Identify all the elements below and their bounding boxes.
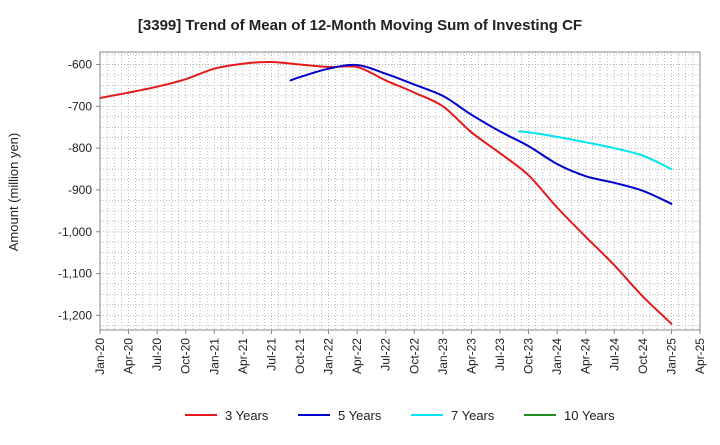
x-tick-label: Apr-24	[579, 338, 593, 374]
y-tick-label: -1,200	[58, 308, 92, 322]
x-tick-label: Oct-22	[407, 338, 421, 374]
x-tick-label: Jul-22	[379, 338, 393, 371]
x-tick-label: Jan-25	[664, 338, 678, 375]
x-tick-label: Jul-20	[150, 338, 164, 371]
x-tick-label: Jul-24	[607, 338, 621, 371]
x-tick-label: Oct-23	[522, 338, 536, 374]
y-tick-label: -800	[68, 141, 92, 155]
x-tick-label: Apr-23	[464, 338, 478, 374]
x-tick-label: Jul-23	[493, 338, 507, 371]
x-tick-label: Jan-23	[436, 338, 450, 375]
x-tick-label: Apr-21	[236, 338, 250, 374]
plot-frame	[99, 51, 701, 331]
series-lines	[99, 60, 673, 325]
y-tick-label: -900	[68, 183, 92, 197]
y-tick-label: -1,100	[58, 267, 92, 281]
legend-label-7-years: 7 Years	[451, 408, 495, 423]
legend-label-3-years: 3 Years	[225, 408, 269, 423]
legend-label-5-years: 5 Years	[338, 408, 382, 423]
x-tick-label: Jan-20	[93, 338, 107, 375]
y-axis-label: Amount (million yen)	[6, 133, 21, 252]
legend-label-10-years: 10 Years	[564, 408, 615, 423]
x-tick-label: Jan-24	[550, 338, 564, 375]
y-tick-labels: -600 -700 -800 -900 -1,000 -1,100 -1,200	[58, 58, 100, 322]
series-line-5-years	[289, 63, 673, 205]
grid	[100, 52, 700, 330]
series-line-7-years	[518, 130, 673, 171]
y-tick-label: -1,000	[58, 225, 92, 239]
y-tick-label: -600	[68, 58, 92, 72]
x-tick-label: Oct-20	[179, 338, 193, 374]
x-tick-label: Apr-22	[350, 338, 364, 374]
chart-title: [3399] Trend of Mean of 12-Month Moving …	[138, 17, 582, 34]
x-tick-label: Jul-21	[264, 338, 278, 371]
x-tick-label: Jan-21	[207, 338, 221, 375]
x-tick-label: Apr-20	[122, 338, 136, 374]
x-tick-label: Oct-24	[636, 338, 650, 374]
x-tick-label: Apr-25	[693, 338, 707, 374]
series-line-3-years	[99, 60, 673, 325]
x-tick-label: Jan-22	[322, 338, 336, 375]
legend: 3 Years 5 Years 7 Years 10 Years	[185, 408, 615, 423]
x-tick-label: Oct-21	[293, 338, 307, 374]
x-tick-labels: Jan-20 Apr-20 Jul-20 Oct-20 Jan-21 Apr-21 Jul-…	[93, 330, 707, 375]
y-tick-label: -700	[68, 99, 92, 113]
